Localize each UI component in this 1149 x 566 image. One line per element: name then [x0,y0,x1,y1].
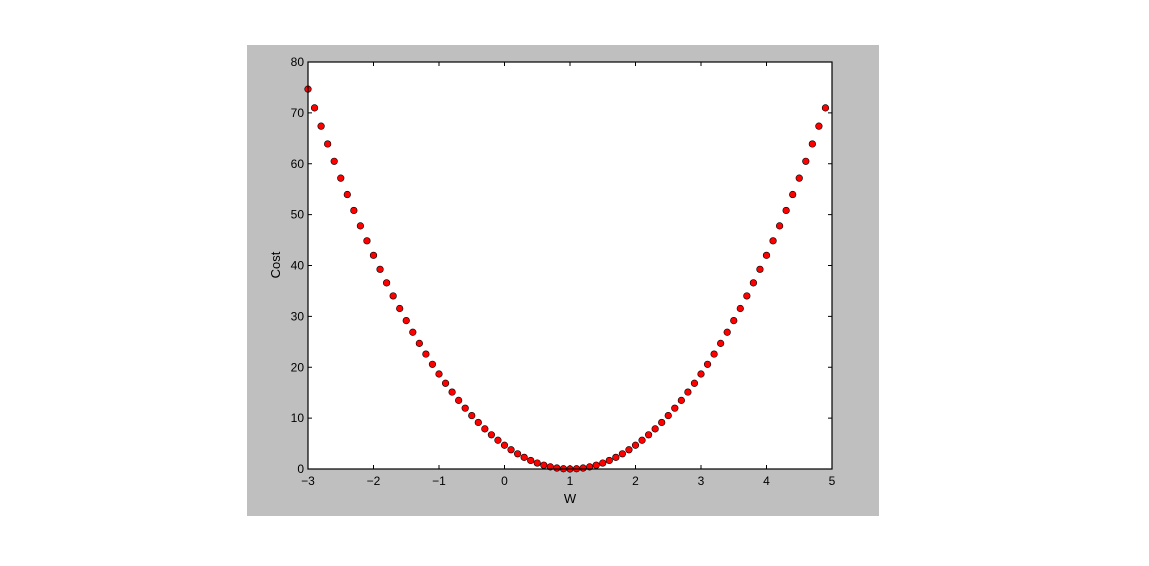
data-point [690,379,699,387]
data-point [775,222,784,230]
data-point [500,441,509,449]
x-tick-label: −3 [301,474,315,488]
data-point [441,379,450,387]
data-point [743,292,751,300]
data-point [717,339,725,347]
data-point [782,206,790,215]
data-point [468,411,476,420]
axes-frame [307,61,833,470]
data-point [802,157,810,165]
data-point [631,441,640,449]
y-tick-label: 70 [291,106,305,120]
data-point [533,459,541,467]
data-point [409,328,417,336]
data-point [756,265,764,273]
data-point [749,279,758,287]
data-point [513,450,522,458]
x-tick-label: 2 [632,474,639,488]
y-tick-label: 0 [297,462,304,476]
axes-background [308,62,832,469]
data-point [343,190,351,199]
data-point [396,304,404,313]
data-point [487,431,496,439]
data-point [677,396,685,404]
data-point [383,279,391,287]
x-tick-label: 0 [501,474,508,488]
x-tick-label: 5 [829,474,836,488]
data-point [671,404,679,412]
data-point [579,464,587,472]
data-point [310,104,319,112]
data-point [422,350,430,358]
y-tick-label: 60 [291,157,305,171]
y-axis-label: Cost [268,251,283,278]
data-point [730,316,738,325]
data-point [723,328,731,336]
y-tick-label: 30 [291,309,305,323]
data-point [317,122,325,130]
x-tick-label: 4 [763,474,770,488]
data-point [789,190,797,199]
data-point [481,425,489,433]
data-point [599,459,607,467]
data-point [435,370,443,378]
x-tick-label: 3 [698,474,705,488]
data-point [494,436,502,444]
data-point [684,388,692,396]
data-point [769,237,777,245]
y-tick-label: 80 [291,55,305,69]
data-point [605,456,613,465]
data-point [697,370,705,378]
data-point [612,453,620,461]
data-point [736,304,744,313]
data-point [651,425,659,433]
y-tick-label: 40 [291,259,305,273]
data-point [520,453,528,461]
data-point [821,104,830,112]
data-point [553,464,561,472]
data-point [461,404,469,412]
data-point [540,461,548,469]
data-point [658,418,666,427]
data-point [592,461,600,469]
data-point [815,122,823,130]
data-point [455,396,463,404]
data-point [330,157,338,165]
data-point [703,360,712,368]
data-point [527,456,535,465]
y-tick-label: 10 [291,411,305,425]
data-point [428,360,437,368]
data-point [638,436,646,444]
data-point [808,140,816,148]
data-point [448,388,456,396]
y-tick-label: 20 [291,360,305,374]
x-axis-label: W [564,491,577,506]
data-point [664,411,672,420]
data-point [795,174,803,182]
data-point [389,292,397,300]
data-point [618,450,627,458]
data-point [402,316,410,325]
data-point [710,350,718,358]
data-point [363,237,371,245]
data-point [350,206,358,215]
data-point [474,418,482,427]
data-point [324,140,332,148]
x-tick-label: −1 [432,474,446,488]
x-tick-label: −2 [367,474,381,488]
data-point [415,339,423,347]
data-point [356,222,365,230]
data-point [376,265,384,273]
data-point [337,174,345,182]
data-point [369,251,378,259]
y-tick-label: 50 [291,208,305,222]
data-point [762,251,771,259]
data-point [644,431,653,439]
data-point [625,446,633,454]
x-tick-label: 1 [567,474,574,488]
data-point [507,446,515,454]
